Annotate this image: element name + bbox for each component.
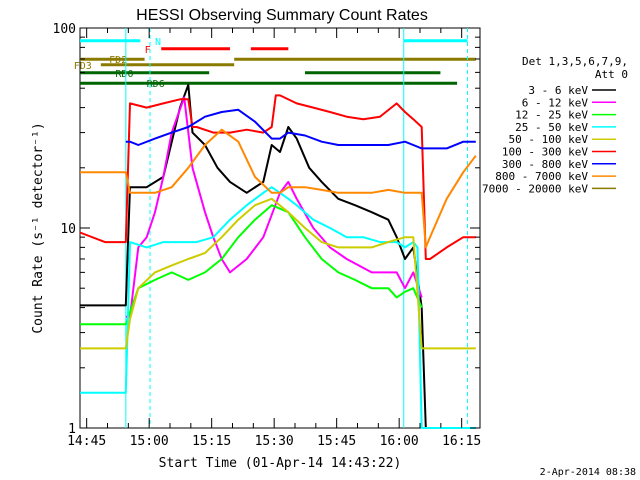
x-tick-label-6: 16:00 <box>380 434 419 449</box>
legend-label-6: 100 - 300 keV <box>502 146 588 159</box>
mode-label-f: F <box>145 45 151 56</box>
mode-label-rd0: RD0 <box>115 69 133 80</box>
y-axis-label: Count Rate (s⁻¹ detector⁻¹) <box>31 122 46 333</box>
x-tick-label-2: 15:00 <box>130 434 169 449</box>
chart-title: HESSI Observing Summary Count Rates <box>136 7 428 24</box>
legend-label-2: 6 - 12 keV <box>522 96 589 109</box>
series-line-3 <box>80 204 423 326</box>
legend-label-8: 800 - 7000 keV <box>495 170 588 183</box>
x-tick-label-1: 14:45 <box>67 434 106 449</box>
series-line-2 <box>125 96 423 318</box>
series-line-7 <box>125 108 476 150</box>
y-tick-label-1: 1 <box>68 422 76 437</box>
legend-label-9: 7000 - 20000 keV <box>482 182 588 195</box>
mode-label-fd3: FD3 <box>74 61 92 72</box>
x-tick-label-7: 16:15 <box>442 434 481 449</box>
legend-label-4: 25 - 50 keV <box>515 121 588 134</box>
attenuator-lines <box>125 28 468 428</box>
series-lines <box>79 83 477 429</box>
x-axis-label: Start Time (01-Apr-14 14:43:22) <box>159 456 402 471</box>
legend-label-5: 50 - 100 keV <box>509 133 589 146</box>
x-tick-label-3: 15:15 <box>192 434 231 449</box>
mode-label-fd2: FD2 <box>109 55 127 66</box>
series-line-5 <box>80 197 476 350</box>
legend-title-line-2: Att 0 <box>595 68 628 81</box>
y-tick-label-2: 10 <box>60 222 76 237</box>
mode-bars: NF FD2 FD3 RD0 RD6 <box>74 37 476 90</box>
mode-label-rd6: RD6 <box>147 79 165 90</box>
legend-label-3: 12 - 25 keV <box>515 109 588 122</box>
axes: 14:45 15:00 15:15 15:30 15:45 16:00 16:15 1 10 10… <box>53 22 482 449</box>
legend-label-7: 300 - 800 keV <box>502 158 588 171</box>
x-tick-label-5: 15:45 <box>317 434 356 449</box>
legend-label-1: 3 - 6 keV <box>528 84 588 97</box>
series-line-8 <box>80 128 477 249</box>
x-tick-label-4: 15:30 <box>255 434 294 449</box>
y-tick-label-3: 100 <box>53 22 76 37</box>
legend-title-line-1: Det 1,3,5,6,7,9, <box>522 55 628 68</box>
footer-date: 2-Apr-2014 08:38 <box>540 467 636 478</box>
series-line-6 <box>79 94 476 260</box>
mode-label-n: N <box>155 37 161 48</box>
series-line-4 <box>80 186 476 429</box>
series-line-1 <box>80 83 476 429</box>
